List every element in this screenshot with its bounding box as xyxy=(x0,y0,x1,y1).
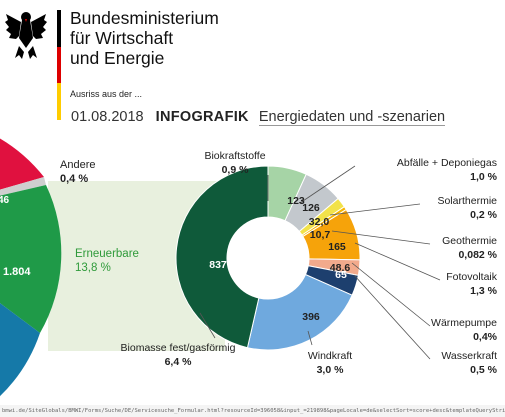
leader-geothermie xyxy=(331,230,431,245)
ministry-line-2: für Wirtschaft xyxy=(70,28,174,48)
parent-label-andere: Andere xyxy=(60,159,95,171)
percent-label-geothermie: 0,082 % xyxy=(458,249,497,261)
leader-abfaelle-deponiegas xyxy=(299,165,356,204)
parent-percent-erneuerbare: 13,8 % xyxy=(75,262,111,274)
ministry-line-1: Bundesministerium xyxy=(70,8,219,28)
category-label-windkraft: Windkraft xyxy=(308,350,352,362)
category-label-abfaelle-deponiegas: Abfälle + Deponiegas xyxy=(397,157,497,169)
flag-gold xyxy=(57,83,61,120)
donut-slice-windkraft xyxy=(246,273,353,351)
category-label-fotovoltaik: Fotovoltaik xyxy=(446,271,498,283)
value-label-solarthermie: 32,0 xyxy=(309,216,330,228)
category-label-geothermie: Geothermie xyxy=(442,235,497,247)
flag-red xyxy=(57,46,61,84)
percent-label-waermepumpe: 0,4% xyxy=(473,331,498,343)
parent-label-erneuerbare: Erneuerbare xyxy=(75,248,139,260)
value-label-wasserkraft: 65 xyxy=(335,269,347,281)
parent-slice-blue xyxy=(0,303,40,396)
parent-value-andere: 46 xyxy=(0,195,10,206)
category-label-solarthermie: Solarthermie xyxy=(437,195,497,207)
leader-windkraft xyxy=(307,330,313,346)
subject-title: Energiedaten und -szenarien xyxy=(258,109,446,126)
percent-label-biokraftstoffe: 0,9 % xyxy=(222,164,250,176)
parent-value-erneuerbare: 1.804 xyxy=(3,266,31,278)
publication-date: 01.08.2018 xyxy=(71,109,144,125)
percent-label-solarthermie: 0,2 % xyxy=(470,209,498,221)
donut-slice-biomasse-fest-gasfoermig xyxy=(175,165,269,349)
parent-slice-green xyxy=(0,185,62,333)
leader-fotovoltaik xyxy=(354,242,441,281)
parent-pie xyxy=(0,138,62,396)
flag-bar xyxy=(57,10,61,120)
category-label-wasserkraft: Wasserkraft xyxy=(441,350,497,362)
parent-slice-other xyxy=(0,177,46,196)
infografik-label: INFOGRAFIK xyxy=(155,109,249,125)
leader-waermepumpe xyxy=(351,262,431,327)
percent-label-fotovoltaik: 1,3 % xyxy=(470,285,498,297)
percent-label-abfaelle-deponiegas: 1,0 % xyxy=(470,171,498,183)
percent-label-windkraft: 3,0 % xyxy=(317,364,345,376)
parent-percent-andere: 0,4 % xyxy=(60,173,88,185)
dateline: 01.08.2018 INFOGRAFIK Energiedaten und -… xyxy=(71,109,446,126)
ministry-name: Bundesministerium für Wirtschaft und Ene… xyxy=(70,8,219,68)
value-label-biokraftstoffe: 123 xyxy=(287,195,305,207)
federal-eagle-icon xyxy=(5,12,47,59)
value-label-abfaelle-deponiegas: 126 xyxy=(302,202,320,214)
leader-biomasse-fest-gasfoermig xyxy=(199,312,216,339)
percent-label-wasserkraft: 0,5 % xyxy=(470,364,498,376)
value-label-fotovoltaik: 165 xyxy=(328,241,346,253)
value-label-biomasse-fest-gasfoermig: 837 xyxy=(209,259,227,271)
category-label-biomasse-fest-gasfoermig: Biomasse fest/gasförmig xyxy=(121,342,236,354)
leader-wasserkraft xyxy=(353,274,431,360)
value-label-windkraft: 396 xyxy=(302,311,320,323)
category-label-waermepumpe: Wärmepumpe xyxy=(431,317,497,329)
energy-chart: 46 1.804 Andere 0,4 % Erneuerbare 13,8 %… xyxy=(0,138,498,396)
flag-black xyxy=(57,10,61,47)
percent-label-biomasse-fest-gasfoermig: 6,4 % xyxy=(165,356,193,368)
ministry-line-3: und Energie xyxy=(70,48,165,68)
parent-slice-red xyxy=(0,138,44,190)
leader-lines xyxy=(199,165,441,360)
excerpt-note: Ausriss aus der ... xyxy=(70,89,143,99)
leader-solarthermie xyxy=(329,203,421,216)
value-label-geothermie: 10,7 xyxy=(310,229,331,241)
value-label-waermepumpe: 48,6 xyxy=(330,262,351,274)
connector-band xyxy=(48,181,225,351)
category-label-biokraftstoffe: Biokraftstoffe xyxy=(204,150,265,162)
footer-url: bmwi.de/SiteGlobals/BMWI/Forms/Suche/DE/… xyxy=(0,405,505,417)
donut-chart xyxy=(175,165,361,351)
